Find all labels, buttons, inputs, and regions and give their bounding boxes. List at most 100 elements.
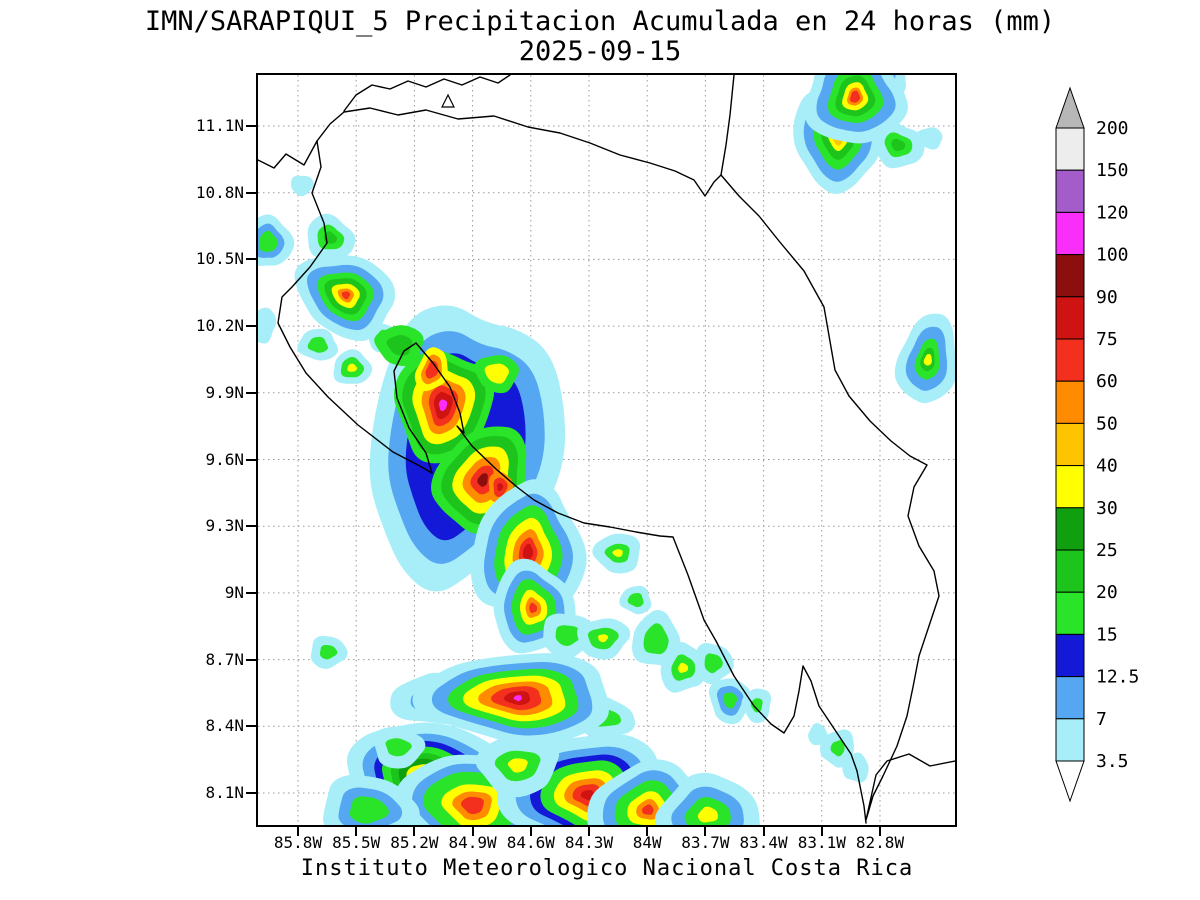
colorbar-label: 12.5 [1096, 667, 1139, 688]
precip-contour [612, 549, 623, 557]
x-axis-label: 85.8W [273, 833, 323, 852]
y-axis-tick [246, 258, 256, 261]
precip-contour [697, 806, 718, 823]
x-axis-label: 84.6W [506, 833, 555, 852]
colorbar-band [1055, 507, 1085, 551]
y-axis-tick [246, 792, 256, 794]
precip-contour [497, 483, 504, 491]
x-axis-tick [646, 827, 649, 836]
precip-contour [849, 90, 861, 103]
y-axis-label: 10.5N [195, 249, 244, 269]
x-axis-label: 85.5W [332, 833, 381, 852]
x-axis-tick [588, 827, 590, 836]
coastline [277, 140, 867, 824]
y-axis-tick [246, 391, 256, 394]
x-axis-label: 83.7W [681, 833, 730, 852]
colorbar-band [1055, 338, 1085, 382]
precip-contour [580, 790, 595, 801]
colorbar-label: 15 [1096, 624, 1118, 645]
x-axis-label: 84.9W [448, 833, 497, 852]
precip-contour [678, 662, 689, 673]
colorbar-label: 50 [1096, 413, 1118, 434]
colorbar-label: 3.5 [1096, 751, 1129, 772]
precip-contour [347, 363, 358, 372]
precip-contour [704, 653, 723, 674]
coastline [720, 75, 735, 176]
x-axis-tick [413, 827, 416, 836]
colorbar-band [1055, 718, 1085, 762]
x-axis-label: 83.1W [797, 833, 846, 852]
precip-contour [307, 336, 329, 353]
precip-contour [290, 175, 314, 197]
y-axis-tick [246, 525, 256, 528]
y-axis-label: 9.3N [205, 516, 244, 536]
colorbar-legend: 200 150 120 100 90 75 60 50 40 30 25 20 15 12.5 7 3.5 [1055, 86, 1139, 803]
colorbar-band [1055, 296, 1085, 340]
colorbar-band [1055, 254, 1085, 298]
colorbar-label: 120 [1096, 202, 1129, 223]
y-axis-tick [246, 658, 256, 661]
precip-contour [923, 353, 932, 366]
x-axis-tick [879, 827, 881, 836]
x-axis-label: 82.8W [855, 833, 905, 852]
y-axis-tick [246, 458, 256, 461]
precip-contour [750, 698, 763, 713]
colorbar-label: 150 [1096, 160, 1129, 181]
colorbar-band [1055, 633, 1085, 678]
precip-contour [319, 644, 338, 660]
colorbar-label: 90 [1096, 287, 1118, 308]
x-axis-tick [704, 827, 707, 836]
colorbar-band [1055, 211, 1085, 256]
precip-contour [341, 291, 351, 300]
colorbar-band [1055, 380, 1085, 424]
colorbar-band [1055, 465, 1085, 509]
precip-contour [477, 473, 488, 487]
colorbar-label: 20 [1096, 582, 1118, 603]
precip-contour [259, 230, 278, 252]
colorbar-band [1055, 422, 1085, 467]
y-axis-label: 9N [224, 582, 244, 602]
precip-contour [438, 399, 448, 412]
y-axis-tick [246, 325, 256, 328]
colorbar-label: 200 [1096, 118, 1129, 139]
colorbar-label: 25 [1096, 540, 1118, 561]
x-axis-tick [820, 827, 823, 836]
precip-contour [597, 634, 609, 643]
precip-contour [891, 138, 906, 152]
y-axis-label: 9.6N [205, 449, 244, 469]
colorbar-band [1055, 676, 1085, 720]
coastline [343, 75, 511, 112]
island-marker [441, 93, 455, 108]
map-plot-frame [256, 73, 957, 827]
footer-caption: Instituto Meteorologico Nacional Costa R… [300, 856, 914, 881]
precip-contour [522, 543, 534, 560]
precip-contour [258, 307, 277, 344]
colorbar-label: 100 [1096, 245, 1129, 266]
map-title: IMN/SARAPIQUI_5 Precipitacion Acumulada … [144, 6, 1056, 37]
precip-contour [513, 695, 522, 702]
x-axis-tick [529, 827, 532, 836]
precip-contour [722, 692, 738, 709]
precip-contour [385, 738, 412, 757]
colorbar-band [1055, 549, 1085, 593]
x-axis-tick [471, 827, 474, 836]
precip-contour [642, 804, 654, 815]
x-axis-label: 84.3W [564, 833, 614, 852]
precipitation-map-canvas [258, 75, 955, 825]
y-axis-label: 11.1N [195, 116, 244, 135]
x-axis-label: 83.4W [739, 833, 788, 852]
x-axis-tick [355, 827, 358, 836]
colorbar-band [1055, 127, 1085, 171]
colorbar-label: 30 [1096, 498, 1118, 519]
precip-contour [507, 758, 528, 773]
y-axis-label: 8.4N [205, 716, 244, 736]
x-axis-tick [297, 827, 299, 836]
y-axis-label: 8.7N [205, 649, 244, 669]
y-axis-label: 8.1N [205, 783, 244, 802]
map-date: 2025-09-15 [518, 36, 682, 67]
colorbar-label: 40 [1096, 456, 1118, 477]
x-axis-label: 84W [632, 833, 662, 852]
x-axis-tick [762, 827, 765, 836]
precip-contour [461, 796, 484, 815]
